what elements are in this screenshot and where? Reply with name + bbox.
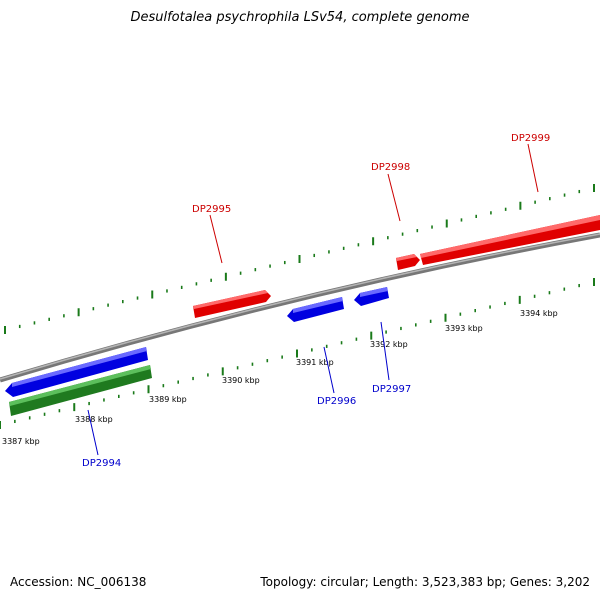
gene-dp2997-shape[interactable] [354,287,389,306]
scale-label-3391: 3391 kbp [296,358,334,367]
gene-label-dp2996[interactable]: DP2996 [317,396,356,407]
leader-dp2997 [380,321,390,381]
gene-dp2996-shape[interactable] [287,297,344,322]
genome-summary-text: Topology: circular; Length: 3,523,383 bp… [260,575,590,589]
genome-backbone-highlight [0,233,600,380]
gene-label-dp2999[interactable]: DP2999 [511,133,550,144]
genome-backbone [0,232,600,383]
map-title: Desulfotalea psychrophila LSv54, complet… [130,10,470,25]
gene-label-dp2994[interactable]: DP2994 [82,458,121,469]
gene-dp2998-shape[interactable] [396,254,420,270]
gene-dp2995-shape[interactable] [193,290,271,318]
scale-label-3394: 3394 kbp [520,309,558,318]
accession-text: Accession: NC_006138 [10,575,147,589]
scale-label-3390: 3390 kbp [222,376,260,385]
leader-dp2995 [209,214,223,264]
scale-label-3393: 3393 kbp [445,324,483,333]
outer-tick-track [4,184,595,334]
gene-label-dp2995[interactable]: DP2995 [192,204,231,215]
leader-dp2999 [527,143,539,193]
gene-dp2999-shape[interactable] [420,215,600,265]
gene-dp2994-shape[interactable] [5,347,148,397]
feature-green-bar[interactable] [9,365,152,416]
scale-label-3387: 3387 kbp [2,437,40,446]
scale-label-3392: 3392 kbp [370,340,408,349]
gene-label-dp2998[interactable]: DP2998 [371,162,410,173]
leader-dp2996 [323,346,335,394]
gene-label-dp2997[interactable]: DP2997 [372,384,411,395]
scale-label-3389: 3389 kbp [149,395,187,404]
scale-label-3388: 3388 kbp [75,415,113,424]
leader-dp2994 [87,409,99,456]
inner-tick-track [0,278,595,429]
leader-dp2998 [387,173,401,222]
